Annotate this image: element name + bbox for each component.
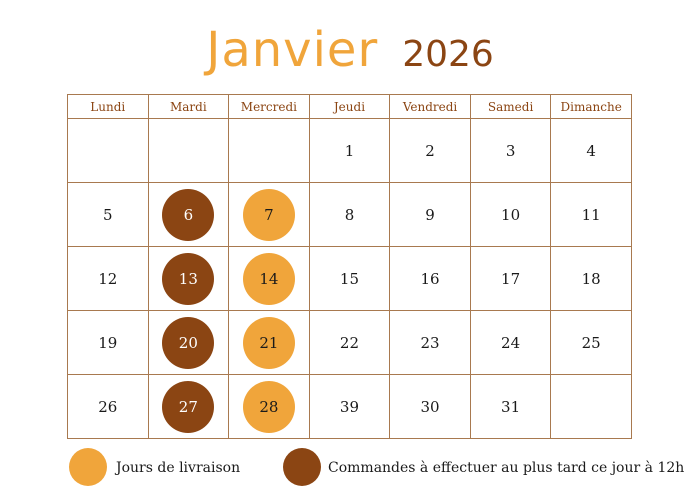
order-deadline-marker: 13 bbox=[162, 252, 215, 305]
week-row: 5 6 7 8 9 10 11 bbox=[67, 182, 632, 247]
day-cell: 23 bbox=[389, 310, 471, 375]
day-number: 23 bbox=[420, 333, 440, 352]
order-legend-label: Commandes à effectuer au plus tard ce jo… bbox=[328, 460, 685, 476]
day-number: 15 bbox=[339, 269, 360, 288]
order-legend-swatch bbox=[283, 448, 321, 486]
day-cell: 1 bbox=[308, 118, 391, 183]
day-number: 17 bbox=[501, 269, 521, 288]
weekday-header: Vendredi bbox=[389, 94, 471, 119]
delivery-legend-swatch bbox=[69, 448, 107, 486]
day-cell: 26 bbox=[67, 374, 149, 439]
order-deadline-marker: 20 bbox=[162, 316, 215, 369]
day-number: 31 bbox=[501, 397, 521, 416]
weekday-header-row: Lundi Mardi Mercredi Jeudi Vendredi Same… bbox=[67, 94, 632, 119]
day-cell: 17 bbox=[469, 246, 552, 311]
day-cell-empty bbox=[228, 118, 310, 183]
week-row: 26 27 28 39 30 31 bbox=[67, 374, 632, 439]
day-cell: 21 bbox=[228, 310, 310, 375]
calendar-grid: Lundi Mardi Mercredi Jeudi Vendredi Same… bbox=[67, 94, 632, 439]
delivery-legend-label: Jours de livraison bbox=[116, 460, 241, 476]
day-cell: 3 bbox=[469, 118, 552, 183]
week-row: 1 2 3 4 bbox=[67, 118, 632, 183]
day-cell: 30 bbox=[389, 374, 471, 439]
day-number: 26 bbox=[98, 397, 118, 416]
day-cell: 22 bbox=[308, 310, 391, 375]
day-cell: 12 bbox=[67, 246, 149, 311]
day-number: 18 bbox=[581, 269, 601, 288]
day-cell: 10 bbox=[469, 182, 552, 247]
day-cell: 31 bbox=[469, 374, 552, 439]
day-number: 24 bbox=[501, 333, 521, 352]
day-cell: 16 bbox=[389, 246, 471, 311]
day-cell: 28 bbox=[228, 374, 310, 439]
day-cell: 24 bbox=[469, 310, 552, 375]
day-cell: 25 bbox=[550, 310, 632, 375]
year: 2026 bbox=[402, 34, 494, 75]
month-name: Janvier bbox=[206, 22, 379, 78]
day-number: 10 bbox=[501, 205, 521, 224]
day-cell: 4 bbox=[550, 118, 632, 183]
day-cell: 2 bbox=[389, 118, 471, 183]
order-deadline-marker: 6 bbox=[162, 188, 215, 241]
weekday-header: Samedi bbox=[469, 94, 552, 119]
day-cell: 7 bbox=[228, 182, 310, 247]
day-cell-empty bbox=[550, 374, 632, 439]
day-cell: 8 bbox=[308, 182, 391, 247]
day-number: 4 bbox=[586, 141, 596, 160]
day-number: 39 bbox=[339, 397, 360, 416]
day-number: 3 bbox=[505, 141, 516, 160]
day-cell: 13 bbox=[147, 246, 230, 311]
day-cell: 15 bbox=[308, 246, 391, 311]
day-cell: 11 bbox=[550, 182, 632, 247]
delivery-day-marker: 7 bbox=[242, 188, 295, 241]
day-cell: 18 bbox=[550, 246, 632, 311]
day-cell: 20 bbox=[147, 310, 230, 375]
day-number: 25 bbox=[581, 333, 601, 352]
day-number: 2 bbox=[425, 141, 435, 160]
delivery-day-marker: 28 bbox=[242, 380, 295, 433]
day-cell-empty bbox=[147, 118, 230, 183]
day-cell: 6 bbox=[147, 182, 230, 247]
delivery-day-marker: 14 bbox=[242, 252, 295, 305]
weekday-header: Lundi bbox=[67, 94, 149, 119]
day-number: 1 bbox=[344, 141, 355, 160]
delivery-day-marker: 21 bbox=[242, 316, 295, 369]
day-number: 16 bbox=[420, 269, 440, 288]
day-number: 12 bbox=[98, 269, 118, 288]
day-number: 22 bbox=[339, 333, 360, 352]
legend: Jours de livraison Commandes à effectuer… bbox=[0, 448, 700, 488]
day-number: 8 bbox=[344, 205, 355, 224]
weekday-header: Mercredi bbox=[228, 94, 310, 119]
calendar-title: Janvier 2026 bbox=[0, 22, 700, 78]
day-number: 30 bbox=[420, 397, 440, 416]
order-deadline-marker: 27 bbox=[162, 380, 215, 433]
day-cell: 19 bbox=[67, 310, 149, 375]
day-cell: 27 bbox=[147, 374, 230, 439]
day-cell: 14 bbox=[228, 246, 310, 311]
day-number: 11 bbox=[581, 205, 601, 224]
weekday-header: Mardi bbox=[147, 94, 230, 119]
day-cell: 5 bbox=[67, 182, 149, 247]
week-row: 12 13 14 15 16 17 18 bbox=[67, 246, 632, 311]
weekday-header: Dimanche bbox=[550, 94, 632, 119]
day-cell-empty bbox=[67, 118, 149, 183]
weekday-header: Jeudi bbox=[308, 94, 391, 119]
day-number: 9 bbox=[425, 205, 435, 224]
day-cell: 9 bbox=[389, 182, 471, 247]
day-number: 19 bbox=[98, 333, 118, 352]
week-row: 19 20 21 22 23 24 25 bbox=[67, 310, 632, 375]
day-cell: 39 bbox=[308, 374, 391, 439]
day-number: 5 bbox=[103, 205, 113, 224]
